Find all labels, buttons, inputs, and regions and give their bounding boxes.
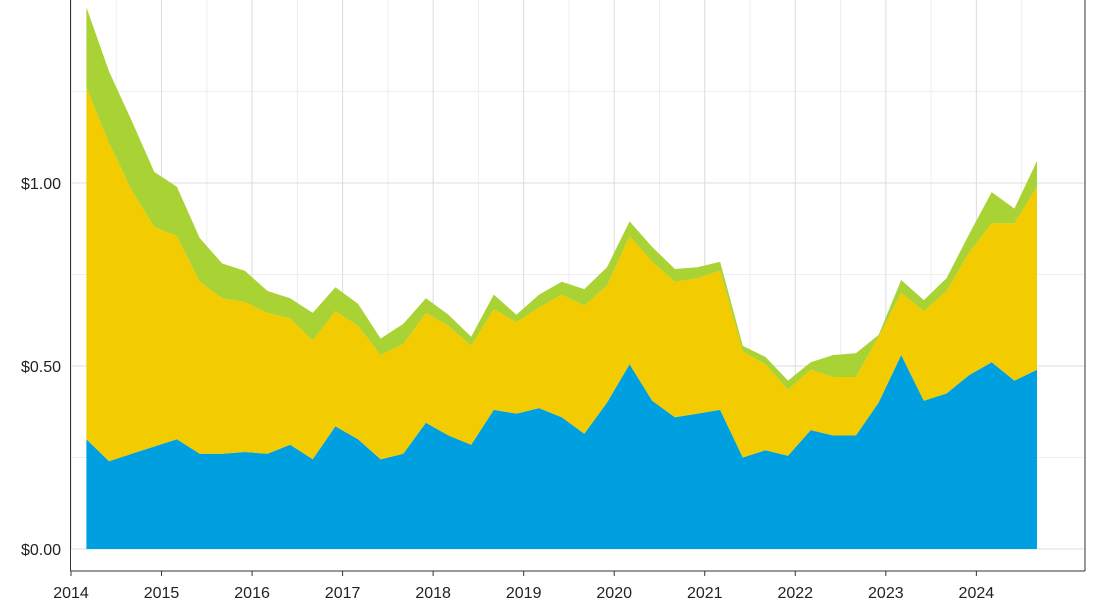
x-tick-label: 2017 — [325, 585, 361, 600]
y-tick-label: $1.00 — [21, 176, 61, 193]
x-tick-label: 2016 — [234, 585, 270, 600]
y-tick-label: $0.00 — [21, 542, 61, 559]
area-series-1 — [86, 355, 1037, 549]
x-tick-label: 2021 — [687, 585, 723, 600]
x-tick-label: 2020 — [596, 585, 632, 600]
x-tick-label: 2024 — [959, 585, 995, 600]
axes — [70, 0, 1086, 576]
tick-labels: 2014 2015 2016 2017 2018 2019 2020 2021 2022 2023… — [21, 176, 994, 600]
x-tick-label: 2023 — [868, 585, 904, 600]
area-series-2 — [86, 87, 1037, 462]
x-tick-label: 2018 — [415, 585, 451, 600]
x-tick-label: 2022 — [777, 585, 813, 600]
x-tick-label: 2015 — [144, 585, 180, 600]
area-series-group — [86, 7, 1037, 549]
x-tick-label: 2019 — [506, 585, 542, 600]
x-tick-label: 2014 — [53, 585, 89, 600]
y-tick-label: $0.50 — [21, 359, 61, 376]
